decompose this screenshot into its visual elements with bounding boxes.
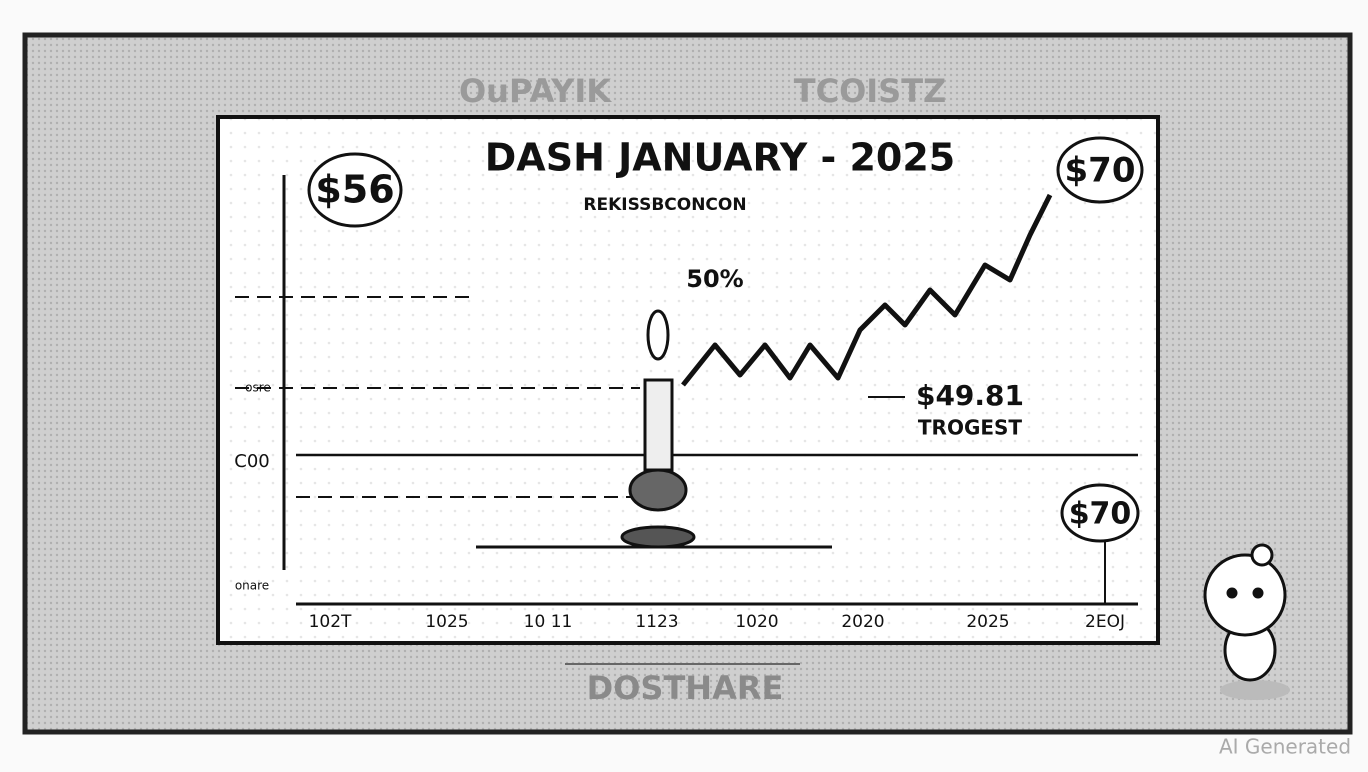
- callout: $56: [315, 168, 394, 212]
- eye: [1252, 587, 1264, 599]
- flame: [646, 309, 670, 361]
- trend-line: [681, 193, 1053, 387]
- mascot: [1203, 543, 1290, 700]
- candle-body: [643, 378, 674, 472]
- candle: [620, 309, 696, 549]
- bubble: [307, 152, 403, 228]
- holder-base: [620, 525, 696, 549]
- header-right: TCOISTZ: [794, 72, 947, 110]
- x-label: 2EOJ: [1085, 612, 1125, 632]
- x-label: 102T: [309, 612, 352, 632]
- left-label: onare: [235, 579, 269, 593]
- mascot-head: [1203, 553, 1287, 637]
- callout: TROGEST: [918, 416, 1023, 440]
- callout: 50%: [686, 265, 743, 293]
- bubble: [1056, 136, 1144, 204]
- header-left: OuPAYIK: [459, 72, 612, 110]
- holder: [628, 468, 688, 512]
- footer-label: DOSTHARE: [587, 669, 784, 707]
- watermark: AI Generated: [1219, 735, 1351, 759]
- left-label: C00: [234, 451, 269, 472]
- eye: [1226, 587, 1238, 599]
- axes: [235, 175, 1138, 606]
- bow: [1250, 543, 1274, 567]
- callout: $70: [1065, 151, 1136, 191]
- x-label: 10 11: [524, 612, 573, 632]
- x-label: 1123: [635, 612, 678, 632]
- x-labels: 102T 1025 10 11 1123 1020 2020 2025 2EOJ: [309, 612, 1125, 632]
- panel-title: DASH JANUARY - 2025: [485, 136, 956, 180]
- callout: $70: [1069, 497, 1132, 532]
- callout: $49.81: [916, 379, 1024, 412]
- panel-subtitle: REKISSBCONCON: [583, 195, 746, 215]
- left-label: osre: [245, 381, 271, 395]
- bubble: [1060, 483, 1140, 543]
- bubbles: [307, 136, 1144, 543]
- x-label: 1025: [425, 612, 468, 632]
- x-label: 1020: [735, 612, 778, 632]
- shadow: [1220, 680, 1290, 700]
- x-label: 2025: [966, 612, 1009, 632]
- x-label: 2020: [841, 612, 884, 632]
